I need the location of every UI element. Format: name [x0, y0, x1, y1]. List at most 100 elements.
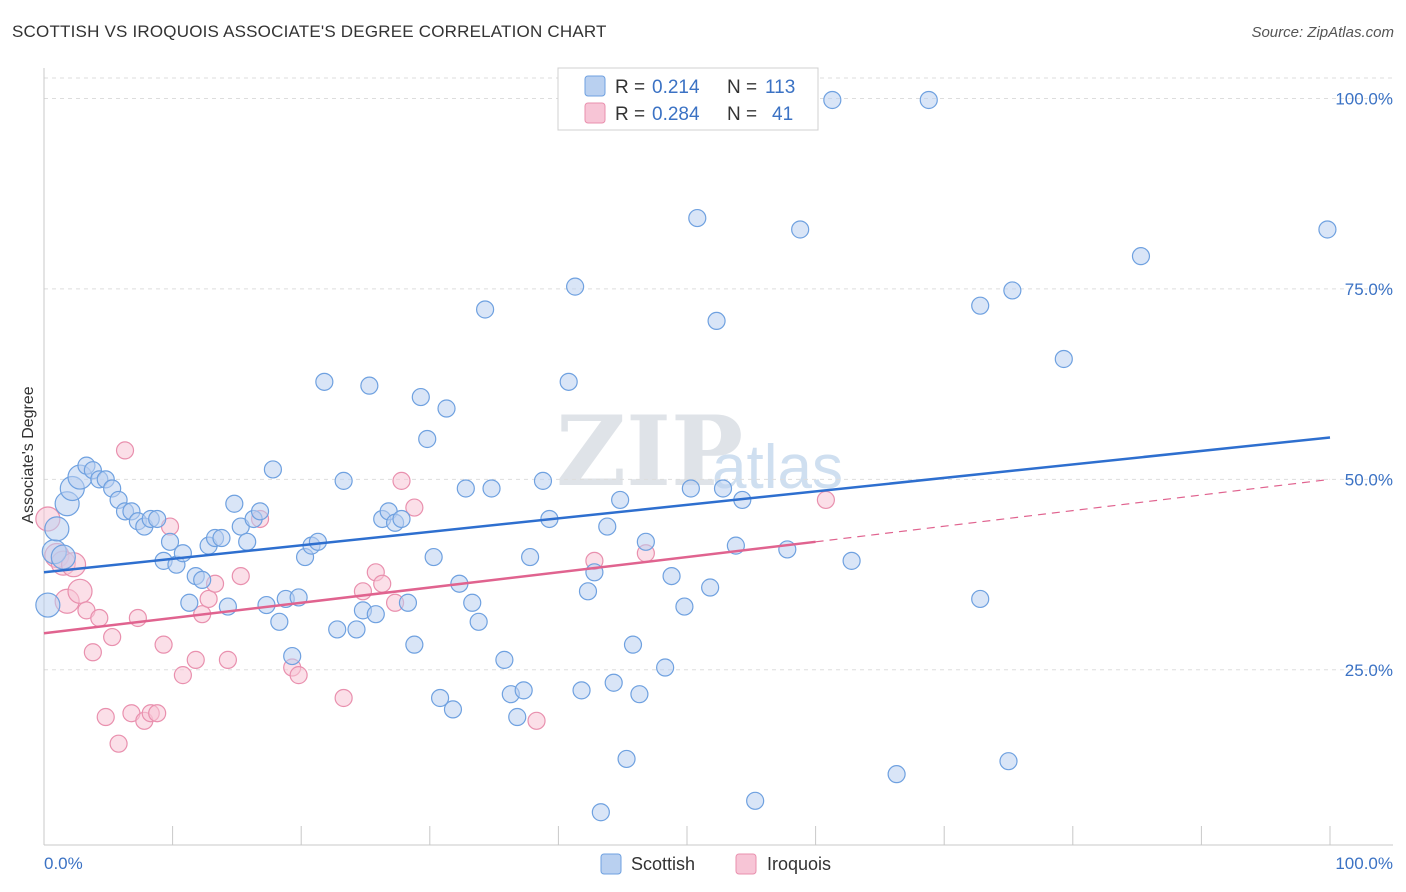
bottom-legend: Scottish Iroquois [600, 853, 831, 875]
legend-n-value-scottish: 113 [765, 77, 795, 98]
scottish-point [508, 707, 527, 727]
iroquois-point [90, 608, 109, 628]
scottish-point [250, 502, 270, 521]
iroquois-point [83, 643, 102, 662]
scottish-point [418, 429, 437, 449]
y-tick-label: 75.0% [1345, 280, 1393, 299]
scottish-point [1003, 281, 1022, 300]
scottish-point [662, 566, 681, 586]
iroquois-point [115, 441, 135, 460]
iroquois-point [373, 574, 392, 593]
scottish-point [533, 471, 553, 490]
legend-n-label-iroquois: N = [727, 104, 757, 125]
iroquois-point [334, 688, 353, 708]
scottish-point [482, 479, 501, 498]
x-tick-label-min: 0.0% [44, 854, 83, 873]
scottish-point [50, 544, 76, 570]
scottish-point [469, 612, 488, 631]
scottish-point [270, 612, 289, 631]
y-tick-label: 25.0% [1345, 661, 1393, 680]
scottish-point [514, 681, 533, 700]
legend-n-value-iroquois: 41 [772, 104, 793, 125]
iroquois-point [405, 498, 424, 517]
iroquois-point [218, 650, 237, 669]
scottish-point [1318, 220, 1337, 239]
y-axis-label: Associate's Degree [20, 386, 37, 523]
scottish-point [604, 673, 623, 692]
scottish-point [424, 547, 443, 567]
scottish-point [392, 509, 411, 529]
scottish-point [623, 635, 643, 654]
iroquois-point [148, 704, 167, 723]
bottom-legend-swatch-scottish [600, 853, 622, 875]
scottish-point [35, 592, 61, 618]
scottish-point [675, 597, 694, 616]
scottish-point [559, 372, 578, 391]
scottish-point [456, 479, 475, 498]
scottish-trend-line [43, 436, 1331, 574]
scottish-point [315, 372, 334, 391]
y-tick-label: 50.0% [1345, 470, 1393, 489]
scottish-point [701, 578, 720, 597]
scottish-point [611, 490, 630, 510]
bottom-legend-label-scottish: Scottish [631, 854, 695, 874]
scottish-point [360, 376, 379, 395]
scottish-point [566, 277, 585, 296]
scottish-point [823, 90, 842, 110]
scottish-point [521, 547, 540, 567]
scottish-point [919, 90, 938, 110]
iroquois-point [67, 578, 93, 604]
scottish-point [630, 685, 649, 704]
iroquois-point [173, 666, 192, 685]
iroquois-trend-extension [815, 478, 1331, 543]
iroquois-point [154, 635, 173, 654]
scottish-point [999, 752, 1018, 771]
scottish-point [791, 220, 810, 239]
scottish-point [44, 516, 70, 542]
iroquois-point [199, 589, 218, 609]
scottish-point [495, 650, 514, 669]
iroquois-point [103, 627, 122, 647]
scottish-point [1131, 247, 1151, 266]
scottish-point [430, 688, 450, 708]
scottish-point [193, 570, 212, 590]
legend-swatch-scottish [584, 75, 606, 97]
x-axis-ticks [43, 826, 1331, 845]
iroquois-point [186, 650, 205, 669]
scottish-point [971, 296, 990, 315]
x-tick-label-max: 100.0% [1335, 854, 1393, 873]
y-tick-labels: 25.0% 50.0% 75.0% 100.0% [1335, 89, 1393, 679]
scottish-point [334, 471, 353, 490]
y-tick-label: 100.0% [1335, 89, 1393, 108]
scottish-point [366, 605, 385, 624]
scottish-point [463, 593, 482, 612]
scottish-point [411, 387, 430, 407]
legend-r-value-iroquois: 0.284 [652, 104, 700, 125]
scottish-point [443, 700, 463, 719]
iroquois-trend-line [43, 540, 816, 635]
source-label: Source: ZipAtlas.com [1251, 24, 1394, 41]
legend-r-label-iroquois: R = [615, 104, 645, 125]
iroquois-point [392, 471, 411, 490]
trend-lines [43, 436, 1331, 635]
legend-r-label-scottish: R = [615, 77, 645, 98]
watermark-zip: ZIP [556, 395, 743, 508]
scottish-point [636, 532, 655, 551]
scottish-point [160, 532, 180, 551]
scottish-point [238, 532, 257, 551]
scottish-point [746, 791, 765, 810]
scottish-point [656, 658, 675, 677]
scottish-point [398, 593, 418, 612]
scottish-point [437, 399, 456, 418]
scottish-point [688, 208, 707, 228]
scottish-point [971, 589, 990, 609]
scottish-point [572, 681, 591, 700]
scottish-point [405, 635, 424, 654]
chart-title: SCOTTISH VS IROQUOIS ASSOCIATE'S DEGREE … [12, 22, 607, 41]
scottish-point [225, 494, 244, 513]
legend-swatch-iroquois [584, 102, 606, 124]
scottish-point [347, 620, 366, 639]
scottish-point [578, 582, 598, 601]
scottish-point [475, 300, 495, 319]
